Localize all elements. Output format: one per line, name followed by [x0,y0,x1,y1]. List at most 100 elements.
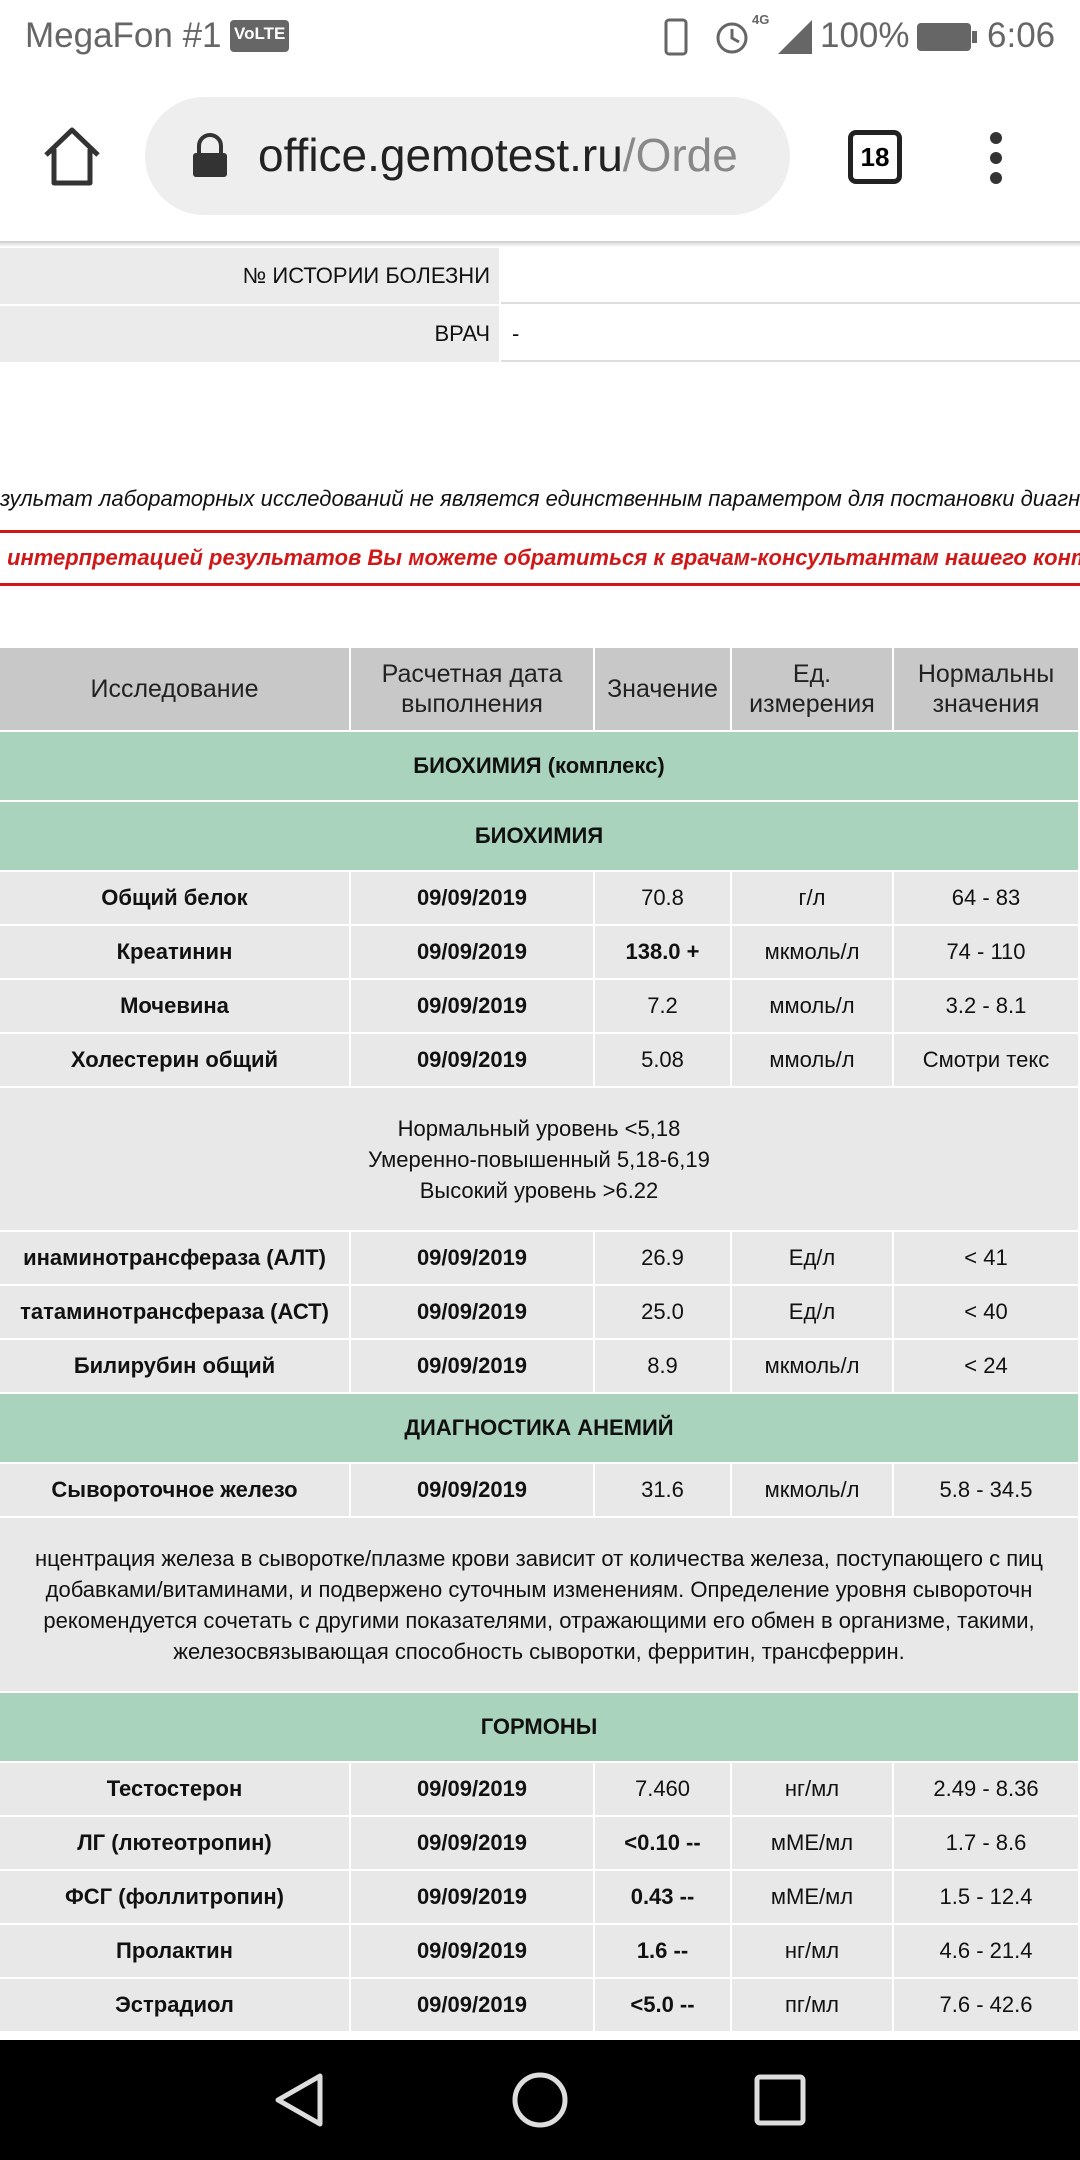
unit: мМЕ/мл [732,1817,894,1871]
notice: интерпретацией результатов Вы можете обр… [0,530,1080,586]
reference-range: 1.7 - 8.6 [894,1817,1080,1871]
url-bar[interactable] [145,97,790,215]
header-cell: Нормальны значения [894,648,1080,732]
date: 09/09/2019 [351,1763,595,1817]
reference-range: < 41 [894,1232,1080,1286]
note-line: Нормальный уровень <5,18 [397,1115,681,1141]
url-host: office.gemotest.ru [258,129,623,181]
note-line: Умеренно-повышенный 5,18-6,19 [368,1146,710,1172]
section-row: ГОРМОНЫ [0,1693,1080,1763]
reference-range: 64 - 83 [894,872,1080,926]
section-row: БИОХИМИЯ [0,802,1080,872]
header-text: Ед. [792,660,832,688]
info-label: ВРАЧ [434,321,491,346]
clock: 6:06 [987,16,1056,55]
date: 09/09/2019 [351,1340,595,1394]
value: <0.10 -- [595,1817,732,1871]
reference-range: < 40 [894,1286,1080,1340]
date: 09/09/2019 [351,1286,595,1340]
header-text: Значение [607,675,718,703]
reference-range: 7.6 - 42.6 [894,1979,1080,2033]
info-label-cell [0,306,499,362]
tab-count[interactable]: 18 [848,130,902,184]
header-cell: Ед. измерения [732,648,894,732]
header-text: Расчетная дата [381,660,563,688]
test-name: Креатинин [0,926,351,980]
info-value: - [512,321,520,346]
note-line: Высокий уровень >6.22 [419,1177,659,1203]
date: 09/09/2019 [351,1925,595,1979]
date: 09/09/2019 [351,1464,595,1518]
reference-range: 4.6 - 21.4 [894,1925,1080,1979]
reference-range: < 24 [894,1340,1080,1394]
note-line: железосвязывающая способность сыворотки,… [173,1638,905,1664]
recents-button[interactable] [752,2072,808,2128]
test-name: Сывороточное железо [0,1464,351,1518]
value: 0.43 -- [595,1871,732,1925]
value: 1.6 -- [595,1925,732,1979]
test-name: Общий белок [0,872,351,926]
url-path: /Orde [622,129,738,181]
test-name: Мочевина [0,980,351,1034]
unit: мМЕ/мл [732,1871,894,1925]
section-row: ДИАГНОСТИКА АНЕМИЙ [0,1394,1080,1464]
info-label-cell [0,248,499,304]
test-name: Билирубин общий [0,1340,351,1394]
reference-range: 2.49 - 8.36 [894,1763,1080,1817]
date: 09/09/2019 [351,872,595,926]
date: 09/09/2019 [351,1232,595,1286]
status-bar [0,0,1080,76]
toolbar-shadow [0,241,1080,247]
date: 09/09/2019 [351,1817,595,1871]
unit: ммоль/л [732,1034,894,1088]
reference-range: 3.2 - 8.1 [894,980,1080,1034]
lock-icon [193,133,227,177]
status-icons [664,18,812,56]
unit: мкмоль/л [732,1340,894,1394]
date: 09/09/2019 [351,1979,595,2033]
back-button[interactable] [270,2070,330,2130]
note-line: добавками/витаминами, и подвержено суточ… [45,1576,1033,1602]
value: 31.6 [595,1464,732,1518]
unit: Ед/л [732,1286,894,1340]
header-text: выполнения [401,690,543,718]
value: 8.9 [595,1340,732,1394]
header-cell: Исследование [0,648,351,732]
value: 25.0 [595,1286,732,1340]
unit: ммоль/л [732,980,894,1034]
value: 70.8 [595,872,732,926]
value: 26.9 [595,1232,732,1286]
info-value-cell [501,306,1080,362]
note-line: рекомендуется сочетать с другими показат… [43,1607,1035,1633]
info-label: № ИСТОРИИ БОЛЕЗНИ [242,263,490,288]
home-button[interactable] [40,125,104,187]
test-name: ЛГ (лютеотропин) [0,1817,351,1871]
unit: г/л [732,872,894,926]
test-name: ФСГ (фоллитропин) [0,1871,351,1925]
header-text: Исследование [90,675,259,703]
unit: пг/мл [732,1979,894,2033]
header-cell: Расчетная дата выполнения [351,648,595,732]
note-row: нцентрация железа в сыворотке/плазме кро… [0,1518,1080,1693]
home-nav-button[interactable] [510,2070,570,2130]
volte-badge: VoLTE [230,20,290,52]
unit: Ед/л [732,1232,894,1286]
header-text: Нормальны [917,660,1055,688]
reference-range: 74 - 110 [894,926,1080,980]
date: 09/09/2019 [351,1871,595,1925]
value: 5.08 [595,1034,732,1088]
menu-button[interactable] [984,130,1008,186]
test-name: Пролактин [0,1925,351,1979]
value: 7.2 [595,980,732,1034]
value: 138.0 + [595,926,732,980]
battery-icon [917,23,977,51]
test-name: Эстрадиол [0,1979,351,2033]
header-text: измерения [749,690,875,718]
battery-level: 100% [820,16,910,55]
nav-bar [0,2040,1080,2160]
test-name: инаминотрансфераза (АЛТ) [0,1232,351,1286]
unit: нг/мл [732,1763,894,1817]
test-name: Тестостерон [0,1763,351,1817]
disclaimer: зультат лабораторных исследований не явл… [0,486,1080,511]
